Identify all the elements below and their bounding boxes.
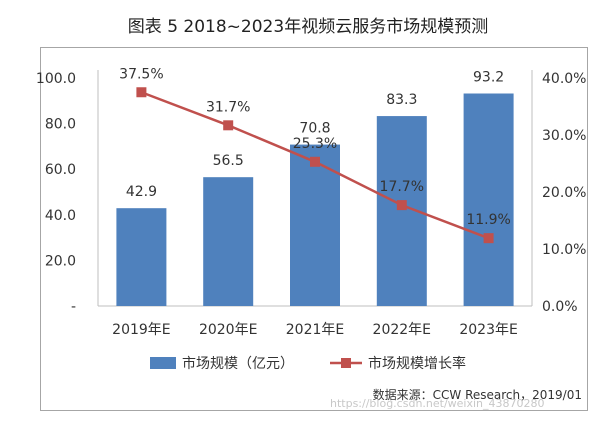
right-tick-label: 40.0% <box>542 71 586 87</box>
legend-swatch-marker <box>341 358 351 368</box>
bar-2019年E <box>116 208 167 306</box>
x-tick-label: 2022年E <box>373 322 431 338</box>
right-tick-label: 10.0% <box>542 242 586 258</box>
bar-value-label: 70.8 <box>299 121 330 137</box>
growth-rate-label: 25.3% <box>293 136 337 152</box>
bar-value-label: 83.3 <box>386 92 417 108</box>
growth-rate-marker <box>396 200 407 211</box>
legend-swatch-bar <box>150 357 176 369</box>
growth-rate-label: 17.7% <box>380 179 424 195</box>
growth-rate-label: 11.9% <box>466 212 510 228</box>
right-tick-label: 20.0% <box>542 185 586 201</box>
x-tick-label: 2019年E <box>112 322 170 338</box>
bar-value-label: 42.9 <box>126 184 157 200</box>
left-tick-label: 40.0 <box>45 208 76 224</box>
x-tick-label: 2021年E <box>286 322 344 338</box>
growth-rate-marker <box>136 87 147 98</box>
growth-rate-marker <box>310 156 320 167</box>
chart-frame <box>40 47 588 411</box>
growth-rate-marker <box>483 233 494 244</box>
bar-value-label: 93.2 <box>473 70 504 86</box>
left-tick-label: - <box>71 299 76 315</box>
legend-label-line: 市场规模增长率 <box>368 355 466 372</box>
left-tick-label: 80.0 <box>45 117 76 133</box>
bar-2020年E <box>203 177 254 306</box>
bar-value-label: 56.5 <box>213 153 244 169</box>
left-tick-label: 20.0 <box>45 253 76 269</box>
bar-2023年E <box>463 93 514 306</box>
left-tick-label: 60.0 <box>45 162 76 178</box>
growth-rate-label: 31.7% <box>206 99 250 115</box>
chart-title: 图表 5 2018~2023年视频云服务市场规模预测 <box>127 17 489 37</box>
legend-label-bar: 市场规模（亿元） <box>182 355 294 372</box>
bar-2021年E <box>290 144 340 306</box>
left-tick-label: 100.0 <box>36 71 76 87</box>
watermark: https://blog.csdn.net/weixin_43870280 <box>330 397 545 410</box>
right-tick-label: 30.0% <box>542 128 586 144</box>
x-tick-label: 2020年E <box>199 322 257 338</box>
source-note: 数据来源：CCW Research，2019/01 <box>372 388 582 402</box>
x-tick-label: 2023年E <box>459 322 517 338</box>
growth-rate-label: 37.5% <box>119 66 163 82</box>
right-tick-label: 0.0% <box>542 299 578 315</box>
growth-rate-marker <box>223 120 234 131</box>
